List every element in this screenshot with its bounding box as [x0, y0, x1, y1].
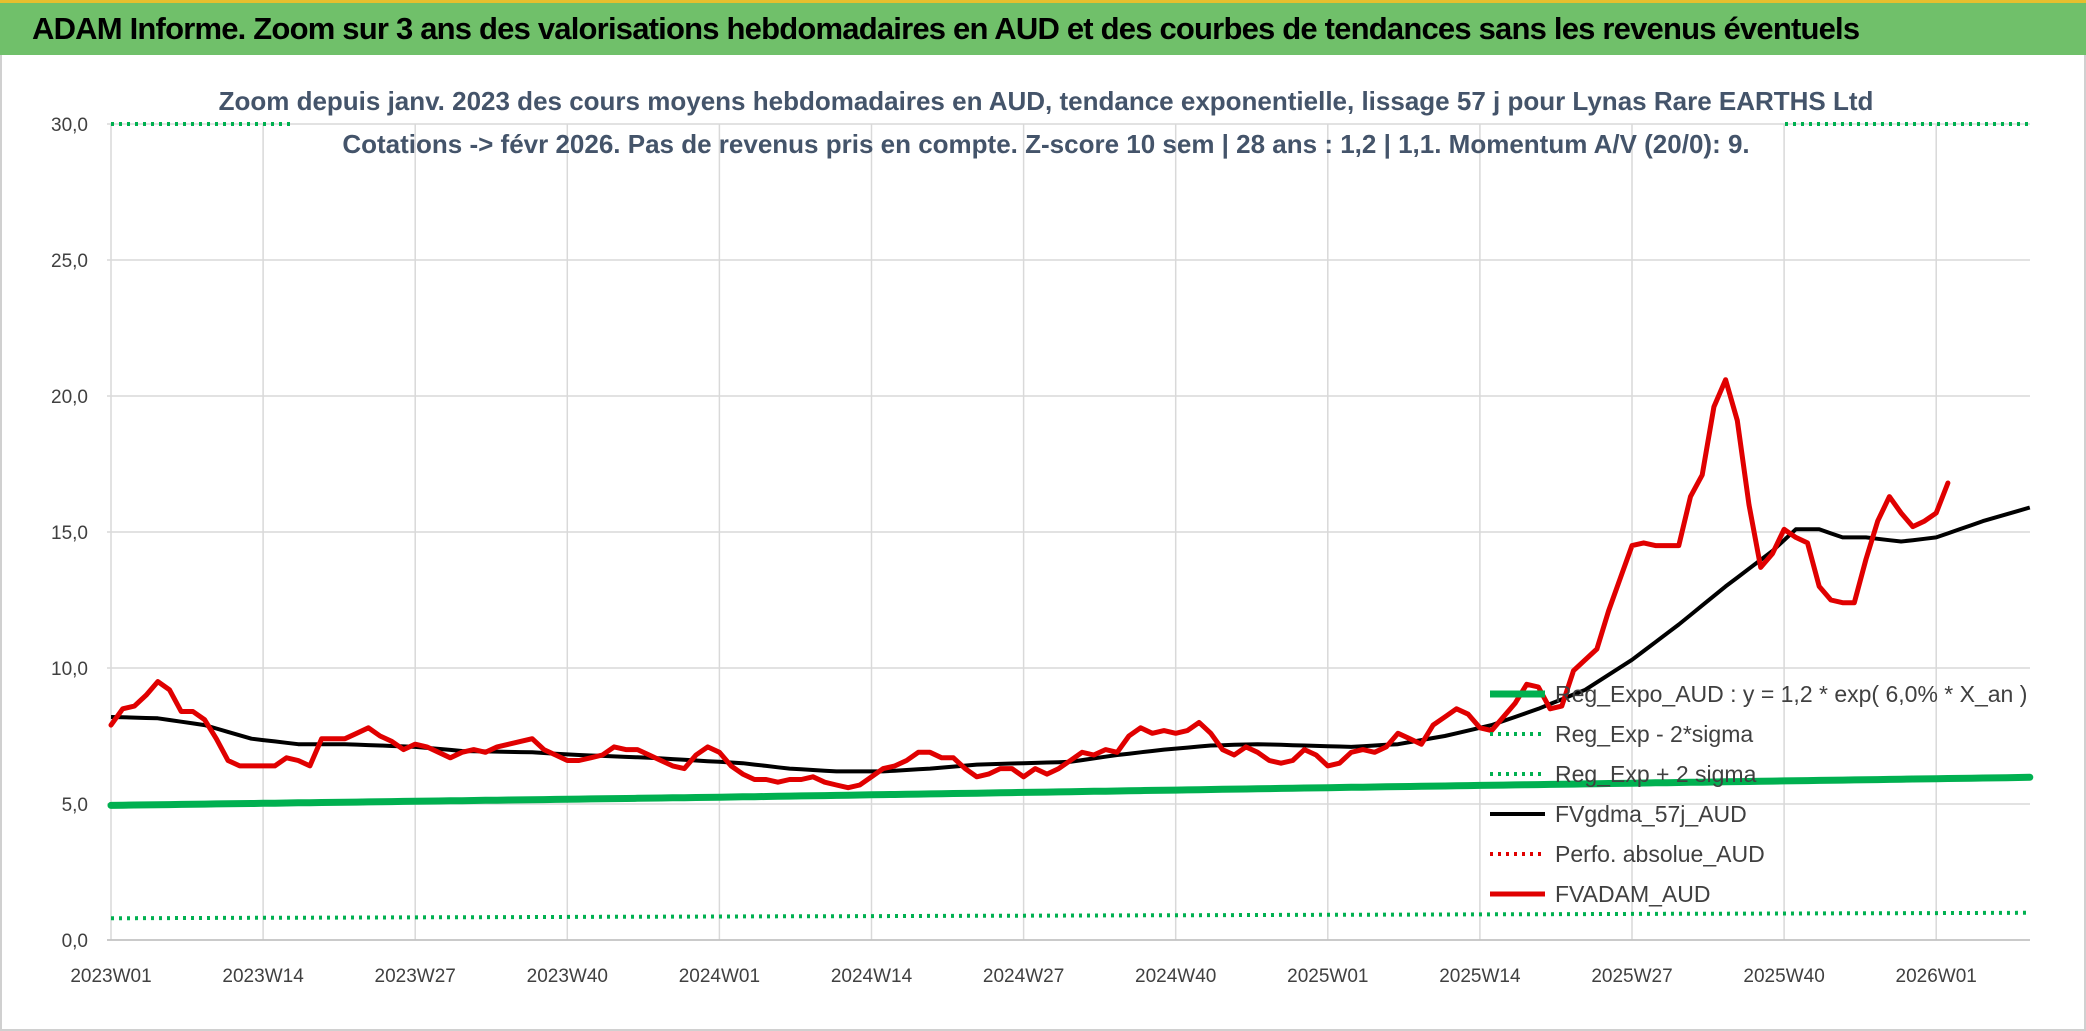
series-line-0 [107, 773, 2034, 809]
x-tick-label: 2025W40 [1743, 966, 1824, 987]
plot-area [0, 55, 2086, 1031]
series-line-5 [108, 377, 1951, 791]
legend-label: Perfo. absolue_AUD [1555, 841, 1765, 867]
x-tick-label: 2026W01 [1896, 966, 1977, 987]
chart-title-line-2: Cotations -> févr 2026. Pas de revenus p… [342, 129, 1749, 159]
x-tick-label: 2024W40 [1135, 966, 1216, 987]
legend-label: Reg_Expo_AUD : y = 1,2 * exp( 6,0% * X_a… [1555, 681, 2027, 707]
legend-label: Reg_Exp + 2 sigma [1555, 761, 1757, 787]
x-tick-label: 2023W27 [375, 966, 456, 987]
header-banner: ADAM Informe. Zoom sur 3 ans des valoris… [0, 0, 2086, 55]
x-tick-label: 2024W14 [831, 966, 913, 987]
legend-label: Reg_Exp - 2*sigma [1555, 721, 1753, 747]
x-tick-label: 2025W14 [1439, 966, 1521, 987]
chart-title: Zoom depuis janv. 2023 des cours moyens … [219, 86, 1874, 159]
y-tick-label: 20,0 [51, 387, 88, 408]
series-lines [107, 122, 2034, 921]
chart-title-line-1: Zoom depuis janv. 2023 des cours moyens … [219, 86, 1874, 116]
y-tick-label: 5,0 [62, 795, 88, 816]
x-tick-label: 2024W27 [983, 966, 1064, 987]
legend: Reg_Expo_AUD : y = 1,2 * exp( 6,0% * X_a… [1490, 681, 2027, 907]
x-tick-label: 2024W01 [679, 966, 760, 987]
axes: 0,0 5,0 10,0 15,0 20,0 25,0 30,0 2023W01 2023W14… [51, 115, 2030, 987]
y-tick-label: 30,0 [51, 115, 88, 136]
x-tick-label: 2023W14 [222, 966, 304, 987]
legend-label: FVADAM_AUD [1555, 881, 1711, 907]
series-line-1 [111, 910, 2030, 921]
x-tick-label: 2025W27 [1591, 966, 1672, 987]
y-tick-label: 15,0 [51, 523, 88, 544]
x-tick-label: 2025W01 [1287, 966, 1368, 987]
x-tick-label: 2023W40 [527, 966, 608, 987]
gridlines [107, 123, 2030, 941]
y-tick-label: 10,0 [51, 659, 88, 680]
y-tick-label: 0,0 [62, 931, 88, 952]
y-tick-label: 25,0 [51, 251, 88, 272]
x-tick-label: 2023W01 [70, 966, 151, 987]
page-title: ADAM Informe. Zoom sur 3 ans des valoris… [32, 11, 1860, 46]
legend-label: FVgdma_57j_AUD [1555, 801, 1747, 827]
